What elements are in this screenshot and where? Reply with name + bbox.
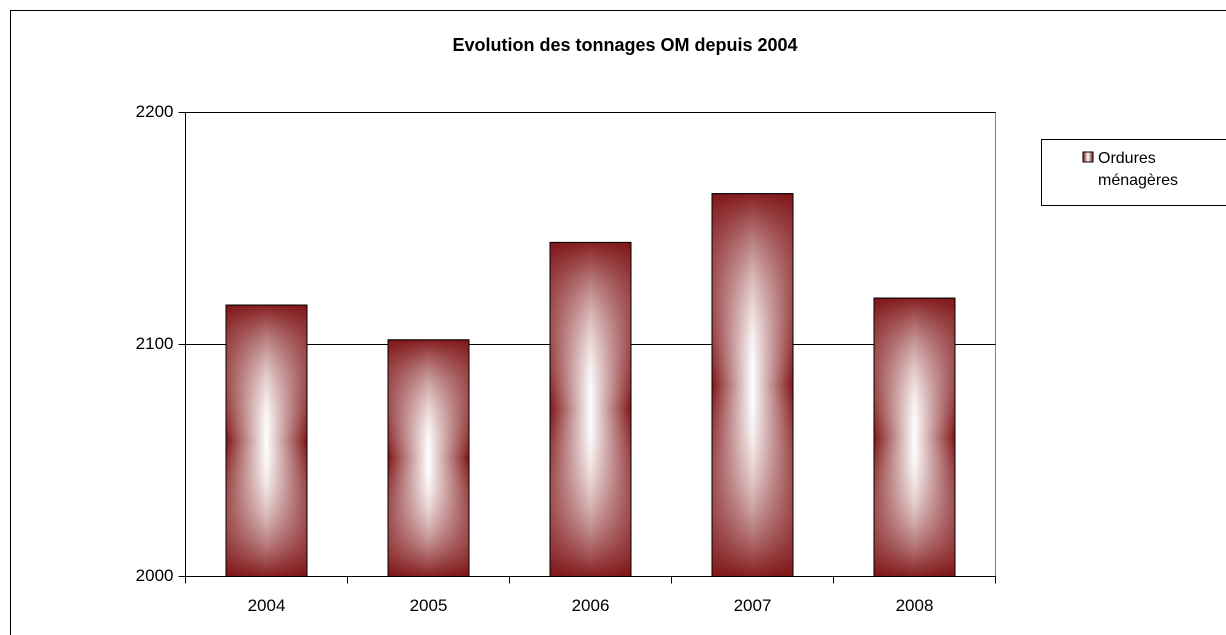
y-tick-label: 2100 — [136, 334, 174, 353]
bar-shading — [225, 304, 308, 577]
x-tick-label: 2004 — [248, 596, 286, 615]
bar-shading — [387, 339, 470, 577]
y-tick-label: 2000 — [136, 566, 174, 585]
bar-shading — [711, 193, 794, 577]
bar-shading — [873, 297, 956, 577]
x-tick-label: 2006 — [572, 596, 610, 615]
bar-shading — [549, 241, 632, 577]
x-tick-label: 2005 — [410, 596, 448, 615]
x-tick-label: 2007 — [734, 596, 772, 615]
chart-title: Evolution des tonnages OM depuis 2004 — [452, 35, 797, 55]
chart-frame — [10, 10, 1226, 635]
legend-swatch — [1082, 151, 1094, 163]
legend-label: Ordures ménagères — [1098, 150, 1179, 189]
y-tick-label: 2200 — [136, 102, 174, 121]
x-tick-label: 2008 — [896, 596, 934, 615]
legend-box — [1041, 139, 1226, 206]
